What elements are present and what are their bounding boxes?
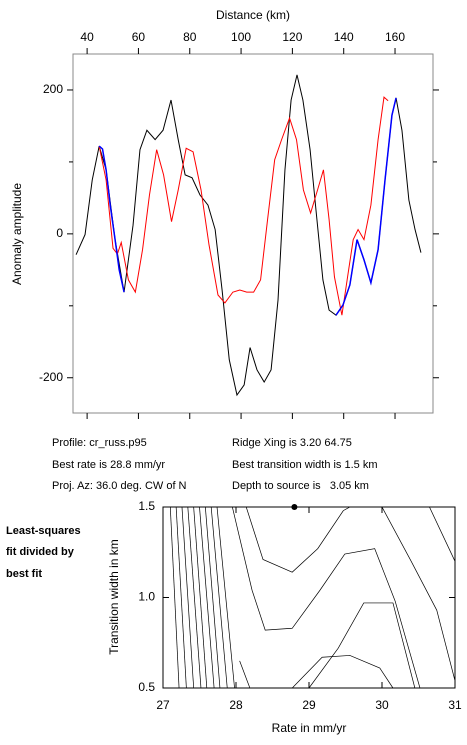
x-tick-label: 140 bbox=[334, 30, 354, 44]
x-tick-label: 80 bbox=[183, 30, 197, 44]
contour-line bbox=[193, 506, 208, 689]
contour-line bbox=[232, 506, 421, 689]
contour-line bbox=[429, 506, 456, 562]
y-axis-title: Anomaly amplitude bbox=[10, 183, 24, 285]
data-line bbox=[98, 96, 389, 316]
x-axis-title: Rate in mm/yr bbox=[272, 721, 347, 735]
side-label: fit divided by bbox=[6, 546, 75, 558]
y-tick-label: 0.5 bbox=[138, 680, 155, 694]
contour-line bbox=[381, 506, 456, 681]
y-tick-label: 200 bbox=[43, 82, 63, 96]
x-axis-title: Distance (km) bbox=[216, 8, 290, 22]
x-tick-label: 60 bbox=[132, 30, 146, 44]
y-tick-label: 1.0 bbox=[138, 590, 155, 604]
x-tick-label: 27 bbox=[156, 698, 170, 712]
x-tick-label: 29 bbox=[302, 698, 316, 712]
side-label: best fit bbox=[6, 568, 42, 580]
contour-line bbox=[175, 506, 187, 689]
y-tick-label: -200 bbox=[39, 370, 63, 384]
info-text: Proj. Az: 36.0 deg. CW of N bbox=[52, 480, 187, 492]
contour-line bbox=[204, 506, 221, 689]
x-tick-label: 100 bbox=[231, 30, 251, 44]
info-text: Best rate is 28.8 mm/yr bbox=[52, 459, 165, 471]
info-text: Depth to source is 3.05 km bbox=[232, 480, 369, 492]
contour-line bbox=[245, 506, 351, 573]
x-tick-label: 160 bbox=[385, 30, 405, 44]
y-axis-title: Transition width in km bbox=[107, 539, 121, 655]
x-tick-label: 40 bbox=[80, 30, 94, 44]
x-tick-label: 28 bbox=[229, 698, 243, 712]
info-text: Ridge Xing is 3.20 64.75 bbox=[232, 437, 352, 449]
side-label: Least-squares bbox=[6, 525, 81, 537]
y-tick-label: 0 bbox=[56, 226, 63, 240]
contour-line bbox=[199, 506, 215, 689]
x-tick-label: 31 bbox=[448, 698, 462, 712]
info-text: Profile: cr_russ.p95 bbox=[52, 437, 147, 449]
contour-line bbox=[216, 506, 235, 689]
contour-line bbox=[210, 506, 228, 689]
data-line bbox=[98, 97, 397, 316]
x-tick-label: 120 bbox=[282, 30, 302, 44]
contour-line bbox=[291, 655, 394, 689]
contour-line bbox=[169, 506, 180, 689]
y-tick-label: 1.5 bbox=[138, 499, 155, 513]
contour-line bbox=[187, 506, 202, 689]
contour-line bbox=[181, 506, 195, 689]
x-tick-label: 30 bbox=[375, 698, 389, 712]
best-fit-point bbox=[291, 504, 298, 510]
contour-line bbox=[308, 602, 416, 689]
contour-line bbox=[239, 660, 251, 689]
info-text: Best transition width is 1.5 km bbox=[232, 459, 378, 471]
